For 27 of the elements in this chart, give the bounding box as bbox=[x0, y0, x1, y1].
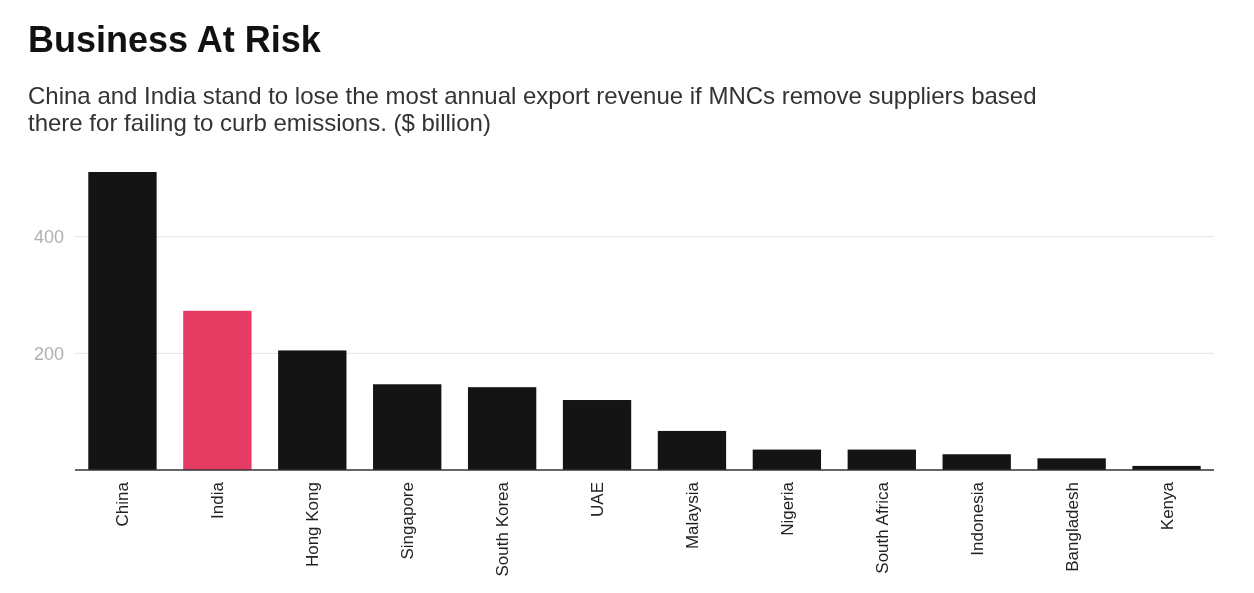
bar bbox=[942, 454, 1011, 470]
bar bbox=[467, 387, 537, 470]
x-tick-label: Singapore bbox=[398, 482, 418, 560]
bar bbox=[657, 430, 727, 470]
y-tick-label: 200 bbox=[33, 343, 64, 364]
chart-subtitle: China and India stand to lose the most annual export revenue if MNCs remove suppliers based there for failing to curb emissions. ($ billion) bbox=[28, 82, 1037, 136]
bar bbox=[847, 449, 916, 470]
x-tick-label: Kenya bbox=[1157, 481, 1177, 531]
bar bbox=[183, 310, 252, 470]
x-tick-label: Hong Kong bbox=[303, 482, 323, 568]
y-tick-label: 400 bbox=[33, 227, 64, 248]
bar bbox=[562, 400, 632, 470]
x-tick-label: Indonesia bbox=[967, 481, 987, 556]
x-tick-label: China bbox=[113, 481, 133, 527]
x-tick-label: South Korea bbox=[493, 481, 513, 577]
bar bbox=[1037, 458, 1106, 470]
x-tick-label: UAE bbox=[588, 482, 608, 517]
bar bbox=[373, 384, 442, 470]
bar bbox=[752, 449, 822, 470]
bar bbox=[278, 350, 347, 470]
x-tick-label: Nigeria bbox=[777, 481, 797, 536]
chart-title: Business At Risk bbox=[28, 19, 322, 60]
bar bbox=[88, 172, 157, 470]
x-tick-label: Bangladesh bbox=[1062, 482, 1082, 572]
x-tick-label: South Africa bbox=[872, 481, 892, 574]
x-tick-label: Malaysia bbox=[682, 481, 702, 550]
x-tick-label: India bbox=[208, 481, 228, 519]
